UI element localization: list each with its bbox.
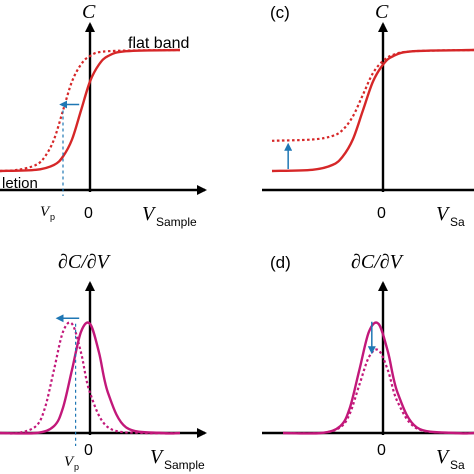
zero-tick-label: 0	[84, 442, 93, 459]
panel-capacitance-offset: (c) C 0 V Sa	[262, 1, 474, 229]
depletion-label: letion	[2, 175, 38, 192]
svg-text:p: p	[74, 462, 79, 472]
y-axis-label: C	[82, 1, 96, 23]
panel-label-c: (c)	[270, 3, 290, 22]
panel-derivative-shift: ∂C/∂V 0 V Sample V p	[0, 251, 207, 472]
series-line-reference	[0, 48, 181, 173]
plot-area	[0, 314, 181, 446]
panel-derivative-reduced: (d) ∂C/∂V 0 V Sa	[262, 251, 474, 472]
vp-marker-label: V p	[40, 204, 55, 222]
svg-text:V: V	[436, 203, 451, 225]
series-line-shifted	[0, 48, 181, 173]
zero-tick-label: 0	[377, 442, 386, 459]
plot-area	[271, 48, 474, 173]
svg-text:Sample: Sample	[164, 458, 205, 472]
x-axis-label: V Sa	[436, 446, 465, 472]
zero-tick-label: 0	[377, 205, 386, 222]
y-axis-label: ∂C/∂V	[351, 251, 405, 273]
panel-label-d: (d)	[270, 253, 291, 272]
flat-band-label: flat band	[128, 35, 189, 52]
svg-text:Sample: Sample	[156, 215, 197, 229]
svg-text:V: V	[436, 446, 451, 468]
x-axis-label: V Sample	[150, 446, 205, 472]
series-line-shifted	[271, 48, 474, 142]
series-line-reference	[271, 48, 474, 173]
panel-capacitance-shift: C flat band letion 0 V Sample V p	[0, 1, 207, 229]
plot-area	[0, 48, 181, 196]
svg-text:V: V	[142, 203, 157, 225]
plot-area	[282, 321, 474, 435]
series-line-shifted	[0, 321, 181, 435]
svg-text:V: V	[150, 446, 165, 468]
svg-text:Sa: Sa	[450, 215, 465, 229]
svg-text:Sa: Sa	[450, 458, 465, 472]
series-line-reference	[282, 321, 474, 435]
svg-text:V: V	[64, 454, 75, 470]
series-line-reference	[0, 321, 181, 435]
zero-tick-label: 0	[84, 205, 93, 222]
vp-marker-label: V p	[64, 454, 79, 472]
y-axis-label: C	[375, 1, 389, 23]
svg-text:V: V	[40, 204, 51, 220]
x-axis-label: V Sample	[142, 203, 197, 229]
x-axis-label: V Sa	[436, 203, 465, 229]
series-line-shifted	[282, 348, 474, 435]
svg-text:p: p	[50, 212, 55, 222]
y-axis-label: ∂C/∂V	[58, 251, 112, 273]
